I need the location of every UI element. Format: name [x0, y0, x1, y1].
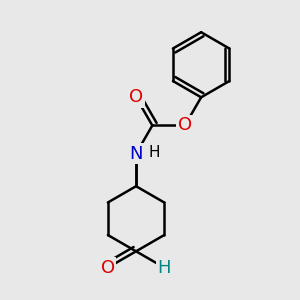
Text: O: O [101, 259, 115, 277]
Text: O: O [129, 88, 143, 106]
Text: O: O [178, 116, 192, 134]
Text: H: H [158, 259, 171, 277]
Text: N: N [129, 145, 143, 163]
Text: H: H [148, 145, 160, 160]
